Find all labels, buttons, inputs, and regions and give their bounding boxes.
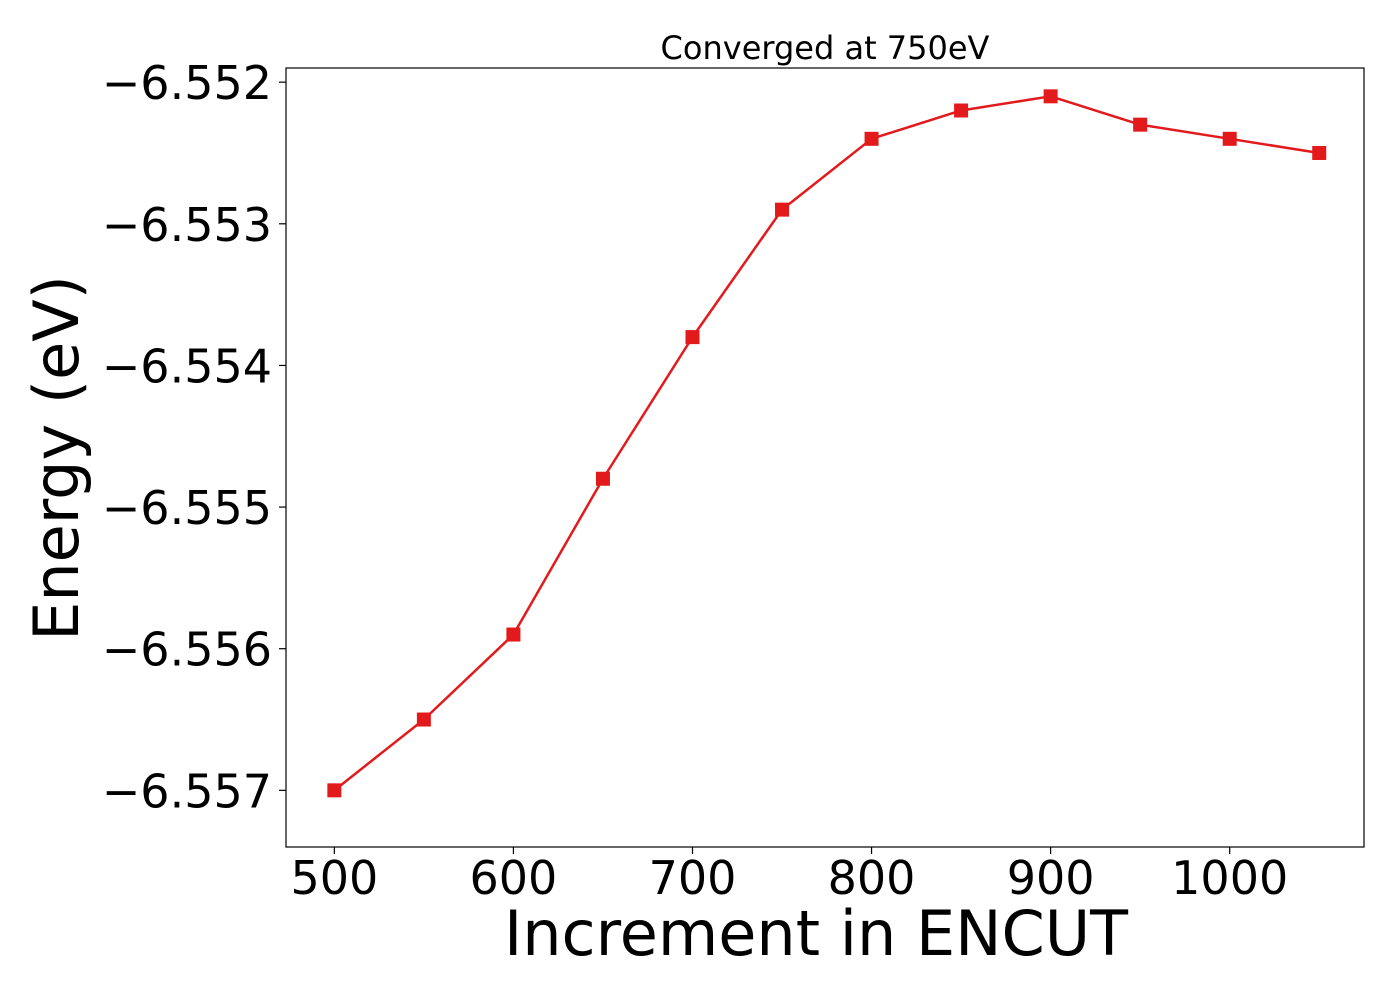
data-point-marker <box>1312 145 1327 160</box>
data-point-marker <box>327 783 342 798</box>
x-tick-label: 1000 <box>1171 851 1288 905</box>
data-point-marker <box>1222 131 1237 146</box>
data-point-marker <box>775 202 790 217</box>
x-tick-label: 500 <box>290 851 378 905</box>
x-axis-label: Increment in ENCUT <box>504 897 1129 970</box>
x-tick-label: 600 <box>470 851 558 905</box>
y-tick-label: −6.555 <box>102 481 272 535</box>
data-point-marker <box>1133 117 1148 132</box>
y-tick-label: −6.552 <box>102 56 272 110</box>
data-point-marker <box>864 131 879 146</box>
data-point-marker <box>685 330 700 345</box>
data-point-marker <box>595 471 610 486</box>
data-point-marker <box>1043 89 1058 104</box>
y-tick-label: −6.554 <box>102 339 272 393</box>
plot-area-frame <box>285 67 1365 848</box>
series-line <box>333 95 1320 792</box>
y-axis-label: Energy (eV) <box>20 275 93 641</box>
x-tick-label: 900 <box>1007 851 1095 905</box>
y-tick-label: −6.553 <box>102 198 272 252</box>
y-tick-label: −6.556 <box>102 623 272 677</box>
x-tick-label: 800 <box>828 851 916 905</box>
chart-title: Converged at 750eV <box>661 29 990 67</box>
series-layer <box>327 89 1327 798</box>
y-tick-label: −6.557 <box>102 764 272 818</box>
y-axis-ticks: −6.557 −6.556 −6.555 −6.554 −6.553 −6.552 <box>102 56 286 818</box>
data-point-marker <box>954 103 969 118</box>
data-point-marker <box>416 712 431 727</box>
data-point-marker <box>506 627 521 642</box>
x-tick-label: 700 <box>649 851 737 905</box>
x-axis-ticks: 500 600 700 800 900 1000 <box>290 847 1288 905</box>
